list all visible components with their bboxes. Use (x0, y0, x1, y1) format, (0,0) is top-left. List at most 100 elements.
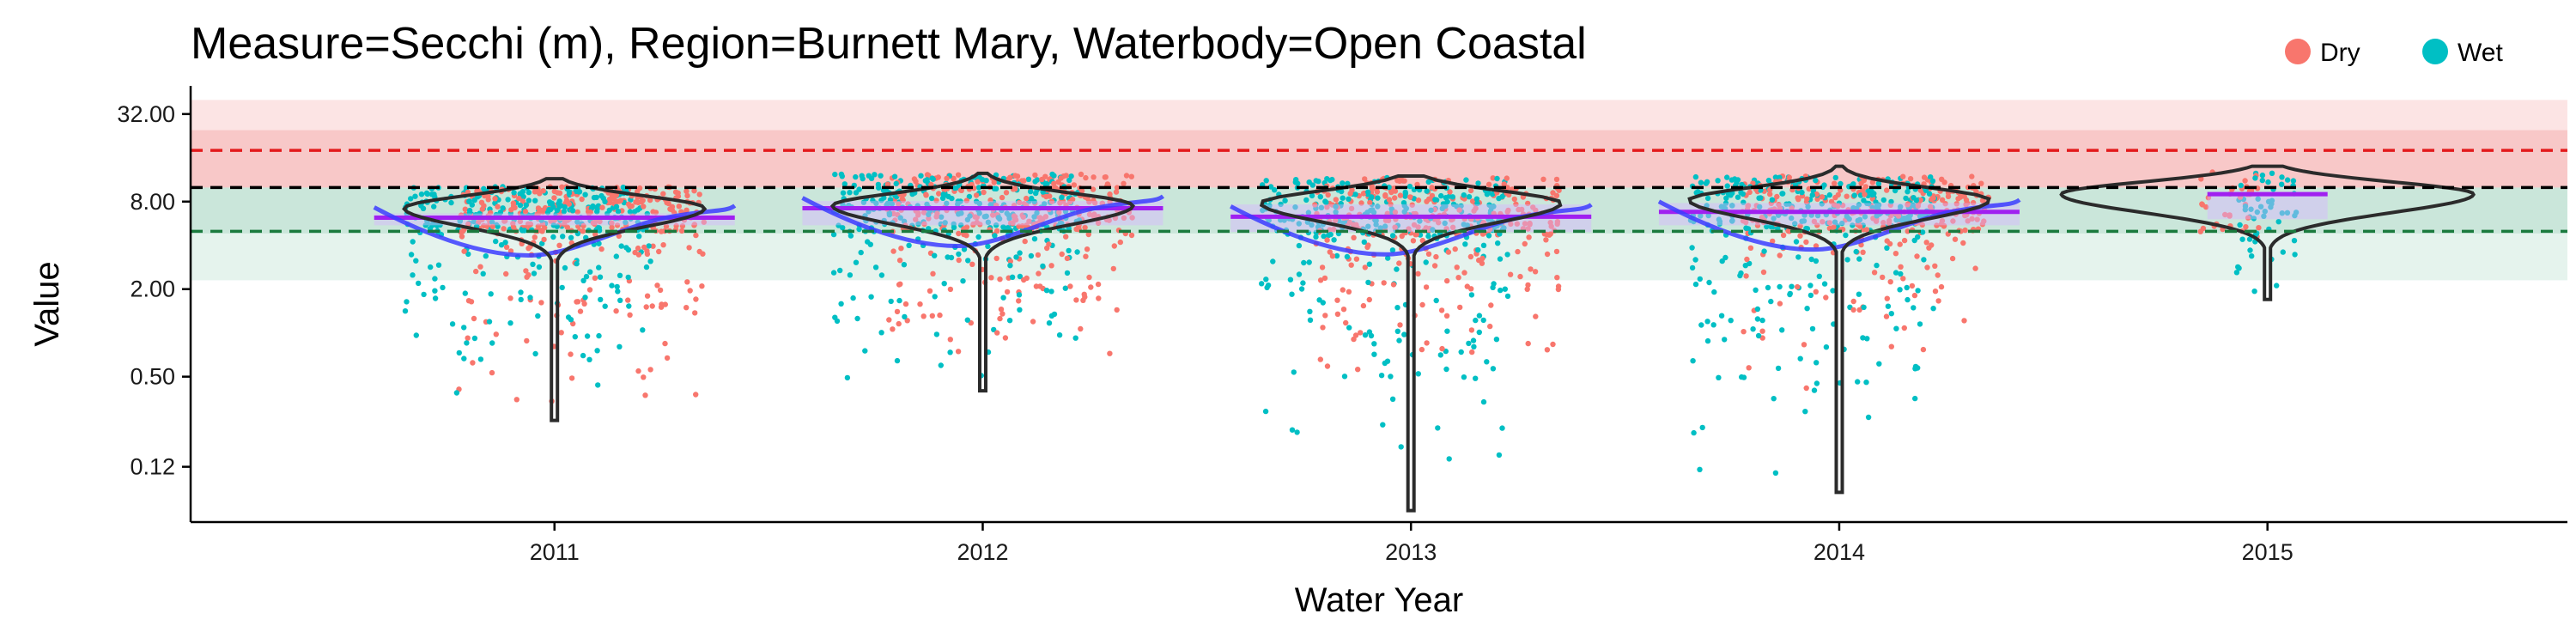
data-point (656, 248, 662, 255)
data-point (513, 397, 519, 403)
data-point (1830, 288, 1836, 294)
data-point (1814, 196, 1820, 203)
data-point (2246, 236, 2253, 242)
data-point (942, 220, 948, 226)
data-point (1935, 272, 1941, 278)
data-point (524, 337, 530, 344)
x-tick-label: 2011 (530, 539, 580, 565)
data-point (1819, 194, 1826, 200)
data-point (580, 228, 586, 234)
data-point (1123, 173, 1130, 179)
data-point (644, 210, 650, 217)
data-point (837, 267, 843, 274)
data-point (1921, 257, 1927, 263)
data-point (1939, 197, 1946, 203)
data-point (461, 325, 467, 331)
data-point (1915, 203, 1921, 210)
data-point (1532, 269, 1539, 275)
data-point (1334, 311, 1341, 317)
data-point (1296, 242, 1303, 249)
data-point (1728, 192, 1734, 198)
data-point (541, 236, 547, 243)
data-point (1364, 244, 1370, 251)
data-point (1278, 201, 1284, 208)
data-point (1772, 470, 1779, 476)
data-point (1467, 253, 1474, 260)
data-point (2199, 201, 2205, 207)
data-point (1059, 251, 1065, 258)
data-point (1704, 337, 1711, 344)
data-point (1490, 366, 1497, 372)
data-point (609, 224, 615, 231)
data-point (1765, 177, 1772, 184)
data-point (1887, 279, 1893, 285)
data-point (1814, 191, 1820, 197)
data-point (1064, 255, 1071, 262)
data-point (1348, 205, 1355, 212)
data-point (1780, 232, 1787, 239)
data-point (1113, 189, 1120, 195)
data-point (421, 291, 427, 298)
data-point (657, 287, 664, 294)
data-point (615, 209, 622, 215)
data-point (658, 304, 665, 310)
data-point (1926, 245, 1932, 251)
data-point (1309, 222, 1315, 228)
data-point (1078, 188, 1085, 194)
data-point (580, 277, 586, 283)
data-point (999, 194, 1005, 201)
data-point (1797, 355, 1803, 361)
data-point (1505, 207, 1511, 214)
data-point (1397, 322, 1403, 328)
data-point (1051, 311, 1058, 318)
data-point (1814, 360, 1820, 366)
data-point (2265, 179, 2271, 185)
data-point (1415, 270, 1421, 276)
data-point (1362, 176, 1368, 182)
data-point (1813, 289, 1819, 295)
data-point (1953, 201, 1959, 207)
data-point (1003, 190, 1010, 196)
data-point (1009, 274, 1016, 280)
data-point (625, 274, 631, 281)
data-point (975, 234, 981, 240)
data-point (932, 252, 938, 258)
data-point (539, 228, 545, 234)
data-point (1324, 204, 1330, 210)
data-point (1397, 192, 1404, 198)
data-point (420, 205, 427, 211)
data-point (890, 248, 896, 254)
data-point (1444, 277, 1450, 284)
data-point (1333, 217, 1339, 224)
data-point (1862, 214, 1868, 220)
data-point (1516, 206, 1522, 213)
data-point (1497, 256, 1504, 262)
data-point (423, 190, 430, 197)
data-point (899, 196, 906, 202)
data-point (507, 320, 513, 326)
legend-dry-swatch (2285, 39, 2311, 64)
data-point (1875, 202, 1882, 208)
data-point (1970, 199, 1977, 206)
data-point (1295, 180, 1301, 186)
data-point (838, 301, 844, 307)
data-point (519, 198, 526, 204)
data-point (938, 362, 945, 368)
data-point (1950, 218, 1956, 224)
data-point (1886, 220, 1893, 227)
data-point (1462, 241, 1468, 247)
data-point (1333, 204, 1339, 210)
data-point (977, 222, 983, 228)
data-point (532, 234, 538, 240)
data-point (663, 223, 670, 229)
data-point (1318, 204, 1325, 210)
data-point (1007, 258, 1014, 264)
data-point (613, 308, 619, 314)
data-point (1504, 293, 1511, 300)
data-point (1808, 256, 1814, 263)
data-point (580, 352, 586, 359)
data-point (609, 283, 615, 289)
data-point (1443, 366, 1449, 373)
y-tick-label: 0.50 (130, 364, 175, 390)
